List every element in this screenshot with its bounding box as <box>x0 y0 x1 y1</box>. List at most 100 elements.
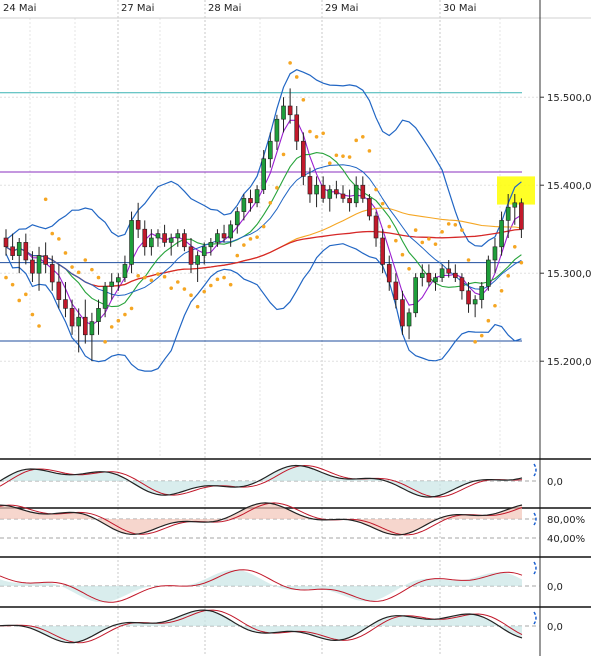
sar-dot <box>380 201 385 206</box>
candle-body <box>393 281 399 300</box>
candle-body <box>419 272 425 278</box>
candle-body <box>43 255 48 265</box>
sar-dot <box>248 237 253 241</box>
candle-body <box>492 246 498 261</box>
sar-dot <box>519 260 524 265</box>
candle-body <box>23 242 29 261</box>
candle-body <box>201 246 207 256</box>
sar-dot <box>493 303 497 308</box>
x-tick-label: 29 Mai <box>325 3 358 14</box>
candle-body <box>162 233 167 243</box>
candle-body <box>261 158 266 190</box>
candle-body <box>334 189 339 195</box>
sar-dot <box>512 245 517 249</box>
sar-dot <box>17 298 22 303</box>
candle-body <box>215 233 220 243</box>
candle-body <box>433 277 438 283</box>
y-tick-label: 15.300,0 <box>547 269 591 280</box>
panel-signal-line <box>0 569 523 603</box>
candle-body <box>208 242 214 248</box>
candle-body <box>307 176 313 195</box>
panel-main-line <box>0 502 523 536</box>
sar-dot <box>123 312 127 317</box>
candle-body <box>168 237 174 243</box>
candle-body <box>82 316 88 336</box>
candlesticks <box>3 88 524 362</box>
sar-dot <box>506 274 510 278</box>
candle-body <box>89 321 95 336</box>
sar-dot <box>354 138 359 143</box>
sar-dot <box>466 258 471 262</box>
candle-body <box>320 184 326 199</box>
sar-dot <box>90 267 94 272</box>
candle-body <box>466 290 471 305</box>
sar-dot <box>308 129 312 134</box>
candle-body <box>327 189 333 199</box>
panel-marker <box>533 463 537 477</box>
sar-dot <box>407 267 411 271</box>
panel-area <box>0 569 522 603</box>
sar-dot <box>387 224 392 229</box>
sar-dot <box>175 280 180 284</box>
price-axis: 15.500,0 15.400,0 15.300,0 15.200,0 <box>540 93 591 368</box>
sar-dot <box>222 275 226 280</box>
sar-dot <box>275 186 279 190</box>
candle-body <box>268 140 273 160</box>
candle-body <box>301 140 306 177</box>
candle-body <box>76 316 81 327</box>
sar-dot <box>361 135 365 139</box>
sar-dot <box>427 237 431 241</box>
panel-tick-label: 0,0 <box>547 477 563 488</box>
candle-body <box>30 259 35 274</box>
sar-dot <box>215 277 220 282</box>
candle-body <box>472 299 478 305</box>
sar-dot <box>129 306 134 311</box>
panel-area <box>0 465 522 497</box>
candle-body <box>294 114 300 142</box>
sar-dot <box>281 152 286 157</box>
sar-dot <box>453 223 458 227</box>
candle-body <box>505 206 511 221</box>
sar-dot <box>446 222 451 226</box>
sar-dot <box>440 230 444 234</box>
sar-dot <box>202 289 207 294</box>
sar-dot <box>96 275 101 280</box>
sar-dot <box>228 282 233 287</box>
candle-body <box>149 237 154 248</box>
candle-body <box>380 237 385 265</box>
sar-dot <box>268 201 273 205</box>
candle-body <box>228 224 233 239</box>
candle-body <box>16 242 22 256</box>
sar-dot <box>136 274 140 278</box>
sar-dot <box>37 324 41 328</box>
sar-dot <box>209 283 213 288</box>
sar-dot <box>195 304 200 309</box>
sar-dot <box>70 265 74 269</box>
candle-body <box>3 237 9 248</box>
parabolic-sar <box>4 61 524 344</box>
candle-body <box>499 220 504 248</box>
panel-marker <box>533 611 537 625</box>
candle-body <box>386 264 392 283</box>
candle-body <box>248 198 253 204</box>
candle-body <box>353 184 359 204</box>
candle-body <box>347 198 352 204</box>
x-tick-label: 30 Mai <box>443 3 476 14</box>
sar-dot <box>30 312 35 317</box>
x-tick-label: 28 Mai <box>208 3 241 14</box>
sar-dot <box>301 98 306 102</box>
candle-body <box>486 259 491 287</box>
sar-dot <box>314 135 319 139</box>
candle-body <box>63 299 68 309</box>
sar-dot <box>460 228 464 232</box>
sar-dot <box>162 274 167 279</box>
sar-dot <box>169 286 173 290</box>
sar-dot <box>321 131 325 136</box>
sar-dot <box>103 340 107 344</box>
candle-body <box>254 189 260 204</box>
sar-dot <box>334 153 339 158</box>
candle-body <box>400 299 405 327</box>
sar-dot <box>109 325 114 329</box>
panel-area <box>0 610 522 643</box>
